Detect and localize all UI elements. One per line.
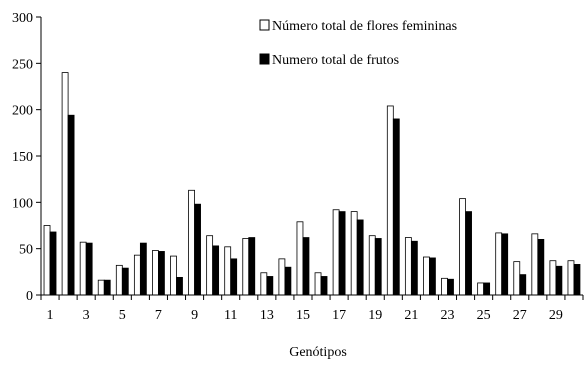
- bar-frutos-10: [212, 245, 220, 296]
- bar-frutos-15: [302, 237, 310, 296]
- bar-flores-femininas-22: [423, 256, 430, 296]
- bar-frutos-22: [429, 257, 436, 296]
- bar-frutos-24: [465, 211, 472, 296]
- bar-frutos-6: [139, 242, 147, 296]
- bar-frutos-11: [230, 258, 238, 296]
- bar-frutos-7: [158, 251, 165, 296]
- bar-flores-femininas-23: [441, 277, 448, 296]
- bar-frutos-27: [519, 274, 527, 296]
- x-tick-label: 27: [513, 308, 527, 323]
- bar-flores-femininas-12: [242, 238, 250, 296]
- bar-flores-femininas-24: [459, 198, 466, 296]
- bar-frutos-19: [374, 238, 382, 296]
- bar-frutos-3: [85, 242, 93, 296]
- bar-frutos-21: [410, 240, 418, 296]
- bar-flores-femininas-13: [260, 272, 268, 296]
- x-tick-label: 29: [549, 308, 563, 323]
- bar-flores-femininas-19: [368, 235, 376, 296]
- bar-frutos-4: [103, 279, 111, 296]
- bar-frutos-18: [356, 219, 364, 296]
- x-axis-title: Genótipos: [289, 345, 347, 360]
- bar-frutos-29: [555, 265, 563, 296]
- y-tick-label: 250: [12, 57, 33, 72]
- bar-frutos-25: [483, 282, 491, 296]
- x-tick-label: 15: [296, 308, 310, 323]
- bar-flores-femininas-20: [386, 105, 394, 296]
- legend-swatch-frutos: [259, 53, 270, 65]
- bar-flores-femininas-16: [314, 272, 322, 296]
- bar-flores-femininas-21: [404, 237, 412, 296]
- bar-flores-femininas-17: [332, 209, 340, 296]
- bar-frutos-23: [447, 278, 454, 296]
- bar-flores-femininas-11: [224, 246, 232, 296]
- legend-swatch-flores-femininas: [259, 19, 270, 31]
- x-tick-label: 7: [155, 308, 162, 323]
- bar-flores-femininas-1: [43, 225, 51, 296]
- bar-frutos-16: [320, 276, 328, 296]
- bar-flores-femininas-30: [567, 260, 575, 296]
- y-tick-label: 50: [19, 243, 33, 258]
- bar-frutos-28: [537, 238, 545, 296]
- bar-frutos-26: [501, 233, 509, 296]
- bar-flores-femininas-25: [477, 282, 485, 296]
- bar-frutos-1: [49, 231, 57, 296]
- bars-layer: [43, 72, 581, 296]
- bar-frutos-20: [392, 118, 400, 296]
- bar-flores-femininas-28: [531, 233, 539, 296]
- bar-frutos-17: [338, 211, 346, 296]
- bar-frutos-2: [67, 114, 75, 296]
- bar-flores-femininas-8: [170, 255, 177, 296]
- bar-flores-femininas-6: [133, 254, 141, 296]
- bar-flores-femininas-5: [115, 264, 123, 296]
- x-tick-label: 25: [477, 308, 491, 323]
- y-tick-label: 150: [12, 150, 33, 165]
- bar-flores-femininas-3: [79, 241, 87, 296]
- y-tick-label: 300: [12, 11, 33, 26]
- legend-label-frutos: Numero total de frutos: [272, 53, 399, 68]
- bar-flores-femininas-7: [152, 250, 159, 296]
- bar-flores-femininas-10: [206, 235, 214, 296]
- bar-flores-femininas-29: [549, 260, 557, 296]
- bar-frutos-13: [266, 276, 274, 296]
- bar-flores-femininas-15: [296, 221, 304, 296]
- y-tick-label: 200: [12, 104, 33, 119]
- x-tick-label: 3: [83, 308, 90, 323]
- legend-label-flores-femininas: Número total de flores femininas: [272, 19, 457, 34]
- bar-flores-femininas-18: [350, 211, 358, 296]
- x-tick-label: 5: [119, 308, 126, 323]
- bar-flores-femininas-27: [513, 261, 521, 296]
- bar-frutos-9: [194, 203, 201, 296]
- y-tick-label: 0: [26, 289, 33, 304]
- bar-flores-femininas-2: [61, 72, 69, 296]
- bar-flores-femininas-9: [188, 189, 195, 296]
- x-tick-label: 17: [332, 308, 346, 323]
- x-tick-label: 9: [191, 308, 198, 323]
- bar-frutos-14: [284, 266, 292, 296]
- bar-frutos-8: [176, 276, 183, 296]
- bar-frutos-12: [248, 237, 256, 296]
- bar-frutos-5: [121, 267, 129, 296]
- x-axis-ticks: 1 3 5 7 9 11 13 15 17 19 21 23 25 27 29: [40, 295, 584, 323]
- x-tick-label: 1: [47, 308, 54, 323]
- x-tick-label: 19: [368, 308, 382, 323]
- x-tick-label: 21: [404, 308, 418, 323]
- y-tick-label: 100: [12, 196, 33, 211]
- y-axis-ticks: 0 50 100 150 200 250 300: [12, 11, 41, 304]
- bar-frutos-30: [573, 264, 581, 296]
- legend: Número total de flores femininas Numero …: [259, 19, 457, 68]
- x-tick-label: 23: [441, 308, 455, 323]
- bar-flores-femininas-26: [495, 232, 503, 296]
- x-tick-label: 13: [260, 308, 274, 323]
- bar-flores-femininas-4: [97, 279, 105, 296]
- bar-flores-femininas-14: [278, 258, 286, 296]
- x-tick-label: 11: [224, 308, 237, 323]
